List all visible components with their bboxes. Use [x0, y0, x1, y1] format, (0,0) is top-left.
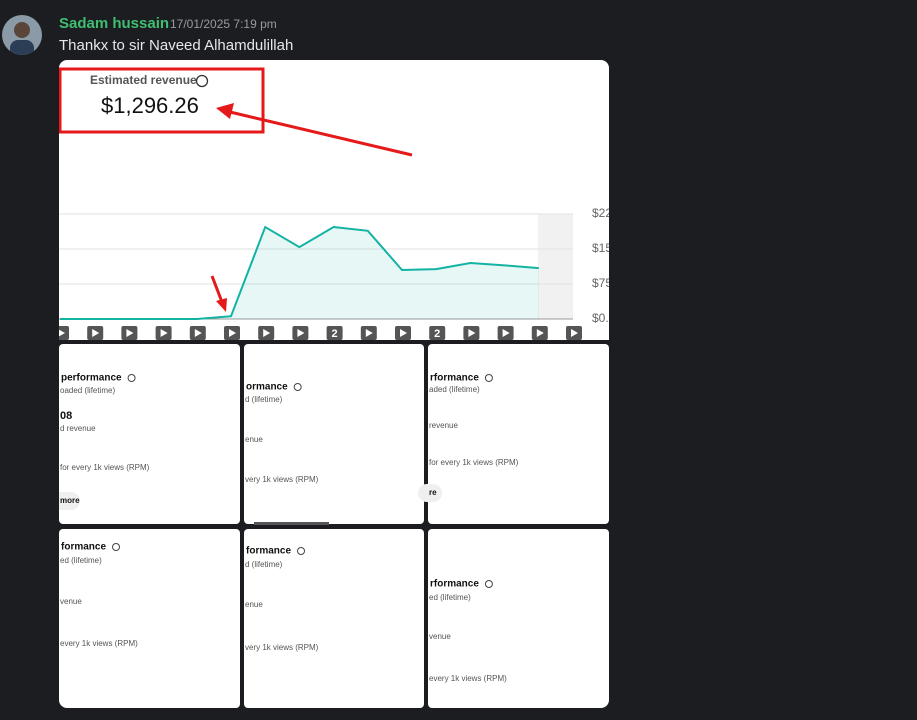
tile-title: formance — [246, 546, 291, 557]
tile-line: venue — [60, 597, 82, 606]
tile-line: venue — [429, 632, 451, 641]
button-label: re — [429, 488, 437, 497]
tile-line: 08 — [60, 410, 72, 422]
tile-line: oaded (lifetime) — [60, 386, 115, 395]
clock-icon — [127, 374, 136, 382]
play-icon — [502, 329, 510, 337]
play-icon — [229, 329, 236, 337]
arrow-head — [216, 103, 234, 119]
tile — [244, 529, 424, 708]
tile-title: rformance — [430, 579, 479, 590]
tile-title: rformance — [430, 373, 479, 384]
tile-line: d (lifetime) — [245, 560, 283, 569]
tile — [59, 529, 240, 708]
arrow — [229, 110, 413, 157]
y-tick-label: $0. — [592, 311, 609, 325]
play-icon — [263, 329, 271, 337]
chart: $0. $75 $15 $22 2 2 — [59, 206, 612, 340]
tile-line: ed (lifetime) — [429, 593, 471, 602]
y-tick-label: $22 — [592, 206, 612, 220]
play-icon — [194, 329, 202, 337]
tile-line: every 1k views (RPM) — [60, 639, 138, 648]
timestamp: 17/01/2025 7:19 pm — [170, 17, 277, 31]
play-icon — [536, 329, 544, 337]
chart-image[interactable] — [59, 60, 609, 340]
play-icon — [59, 329, 65, 337]
y-tick-label: $75 — [592, 276, 612, 290]
button[interactable] — [418, 484, 442, 502]
tile-title: formance — [61, 542, 106, 553]
tile-line: every 1k views (RPM) — [429, 674, 507, 683]
highlight-box — [59, 67, 265, 134]
shaded-region — [538, 214, 573, 319]
tile-line: revenue — [429, 421, 458, 430]
tile-line: aded (lifetime) — [429, 385, 480, 394]
tile-line: enue — [245, 435, 263, 444]
play-icon — [365, 329, 373, 337]
y-tick-label: $15 — [592, 241, 612, 255]
tile-line: enue — [245, 600, 263, 609]
tile-line: for every 1k views (RPM) — [429, 458, 519, 467]
video-icon — [429, 326, 446, 340]
clock-icon — [484, 580, 493, 588]
scrollbar — [254, 522, 329, 525]
revenue-value: $1,296.26 — [101, 93, 199, 118]
tile-title: ormance — [246, 382, 288, 393]
clock-icon — [195, 74, 209, 88]
arrow-head — [216, 298, 227, 312]
play-icon — [571, 329, 578, 337]
play-icon — [400, 329, 407, 337]
tiles: performance oaded (lifetime) 08 d revenue fo… — [49, 344, 609, 708]
play-icon — [468, 329, 476, 337]
x-tick-label: 2 — [332, 328, 338, 340]
area — [60, 227, 539, 319]
clock-icon — [297, 547, 306, 555]
message-text: Thankx to sir Naveed Alhamdulillah — [59, 37, 293, 54]
button[interactable] — [49, 492, 80, 510]
tile-line: very 1k views (RPM) — [245, 475, 319, 484]
play-icon — [160, 329, 168, 337]
play-icon — [126, 329, 134, 337]
video-icon — [326, 326, 343, 340]
arrow — [210, 275, 224, 303]
tile-line: ed (lifetime) — [60, 556, 102, 565]
attachments[interactable]: Estimated revenue $1,296.26 $0. $75 $15 $22… — [49, 60, 612, 720]
tile — [244, 344, 424, 524]
line — [60, 225, 539, 320]
tile — [59, 344, 240, 524]
tile-line: for every 1k views (RPM) — [60, 463, 150, 472]
revenue-label: Estimated revenue — [90, 73, 197, 87]
clock-icon — [112, 543, 121, 551]
tile-line: very 1k views (RPM) — [245, 643, 319, 652]
button-label: more — [60, 496, 80, 505]
tile — [428, 344, 609, 524]
play-icon — [92, 329, 100, 337]
clock-icon — [484, 374, 493, 382]
tile — [428, 529, 609, 708]
clock-icon — [293, 383, 302, 391]
tile-line: d (lifetime) — [245, 395, 283, 404]
tile-line: d revenue — [60, 424, 96, 433]
x-tick-label: 2 — [434, 328, 440, 340]
author[interactable]: Sadam hussain — [59, 15, 169, 32]
play-icon — [297, 329, 305, 337]
tile-title: performance — [61, 373, 122, 384]
avatar[interactable] — [2, 15, 42, 58]
